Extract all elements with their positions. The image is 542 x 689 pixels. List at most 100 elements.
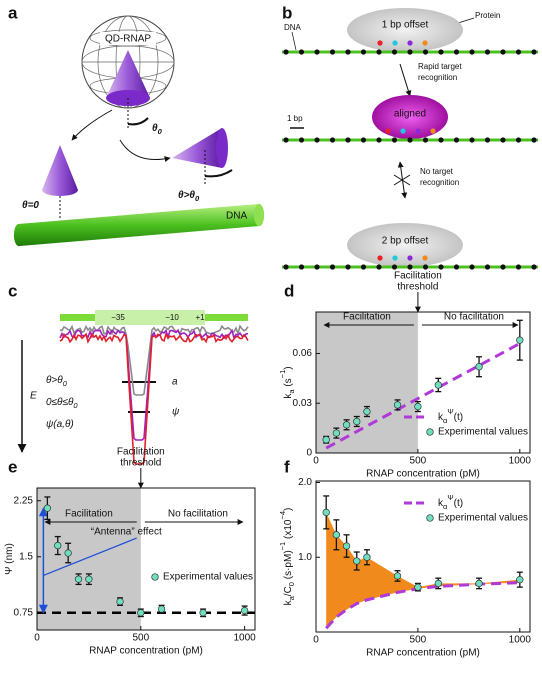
data-point xyxy=(54,541,62,550)
x-axis-label: RNAP concentration (pM) xyxy=(89,646,203,657)
text-part: 0 xyxy=(158,127,163,136)
text-part: Ψ xyxy=(447,493,453,502)
protein-label: Protein xyxy=(475,11,500,20)
annotation: No target xyxy=(420,167,454,176)
protein-dot xyxy=(422,255,428,261)
y-tick-label: 2.0 xyxy=(298,477,312,488)
base-dot xyxy=(407,264,413,270)
base-dot xyxy=(314,137,320,143)
y-tick-label: 1.0 xyxy=(298,552,312,563)
base-dot xyxy=(484,264,491,270)
base-dot xyxy=(438,49,444,55)
chart-panel: e 0 500 1000 0.75 1.5 2.25 RNAP concentration (… xyxy=(4,447,257,657)
data-point xyxy=(240,606,249,615)
data-point xyxy=(199,609,207,617)
plot-frame xyxy=(315,480,531,633)
theta-zero: θ=0 xyxy=(22,200,39,211)
y-axis-label: ka/C0 (s·pM)−1 (x10−4) xyxy=(278,508,296,606)
y-tick-label: 2.25 xyxy=(14,495,34,506)
base-dot xyxy=(376,49,382,55)
text-part: 0 xyxy=(287,582,296,586)
data-point xyxy=(475,363,483,371)
panel-label: c xyxy=(8,281,17,300)
cross xyxy=(393,174,411,186)
promoter-box xyxy=(95,310,205,325)
data-point xyxy=(353,417,361,426)
scale-label: 1 bp xyxy=(287,114,303,123)
text-part: a xyxy=(287,389,296,394)
protein-dot xyxy=(407,40,413,46)
base-dot xyxy=(422,137,429,143)
text-part: ) xyxy=(283,508,294,511)
data-point xyxy=(434,381,442,389)
text-part: Ψ xyxy=(447,407,453,416)
data-point xyxy=(85,575,93,583)
base-dot xyxy=(391,137,398,143)
panel-label: b xyxy=(282,3,292,22)
text-part: (s xyxy=(283,378,294,389)
angle-arc xyxy=(204,169,233,178)
antenna-label: “Antenna” effect xyxy=(91,527,162,538)
text-part: (t) xyxy=(454,412,463,423)
base-dot xyxy=(422,49,429,55)
dna-end xyxy=(254,204,264,226)
data-point xyxy=(64,549,72,557)
globe-label: QD-RNAP xyxy=(105,34,151,45)
protein-dot xyxy=(385,128,391,134)
cone xyxy=(172,128,222,168)
data-point xyxy=(322,508,330,517)
panel-label: f xyxy=(284,457,290,476)
data-point xyxy=(393,401,402,409)
data-point xyxy=(74,575,83,583)
protein-dot xyxy=(392,255,398,261)
panel-label: e xyxy=(8,457,17,476)
data-point xyxy=(516,336,524,344)
data-point xyxy=(414,583,422,591)
arrow xyxy=(119,139,171,162)
base-dot xyxy=(453,137,460,143)
region-label: Facilitation xyxy=(65,509,113,520)
data-point xyxy=(116,597,124,606)
threshold-label: Facilitation xyxy=(117,447,165,458)
protein-dot xyxy=(415,128,421,134)
base-dot xyxy=(314,264,320,270)
base-dot xyxy=(469,264,475,270)
dna-label: DNA xyxy=(226,211,247,222)
text-part: 0 xyxy=(195,194,200,203)
aligned-label: aligned xyxy=(394,109,426,120)
protein-dot xyxy=(377,40,383,46)
data-point xyxy=(475,579,483,588)
text-part: k xyxy=(283,393,294,399)
protein-dot xyxy=(392,40,398,46)
legend-label: kαΨ(t) xyxy=(438,407,463,425)
energy-trace xyxy=(59,328,249,441)
annotation: Rapid target xyxy=(418,62,462,71)
panel-b: b DNA Protein 1 bp offset Rapid target r… xyxy=(282,3,538,270)
x-tick-label: 500 xyxy=(410,635,427,646)
base-dot xyxy=(531,49,537,55)
data-point xyxy=(157,605,166,613)
x-axis-label: RNAP concentration (pM) xyxy=(366,648,480,659)
arrow xyxy=(71,109,113,141)
region-label: No facilitation xyxy=(168,509,228,520)
legend-label: Experimental values xyxy=(163,572,253,583)
text-part: 0 xyxy=(63,379,68,388)
base-dot xyxy=(283,137,289,143)
base-dot xyxy=(391,264,398,270)
base-dot xyxy=(469,49,475,55)
panel-label: d xyxy=(284,281,294,300)
theta-gt: θ>θ0 xyxy=(178,190,200,204)
base-dot xyxy=(283,264,289,270)
base-dot xyxy=(500,49,506,55)
protein-dot xyxy=(407,255,413,261)
data-point xyxy=(332,531,341,539)
base-dot xyxy=(314,49,320,55)
text-part: (x10 xyxy=(283,519,294,542)
legend-marker xyxy=(426,428,434,436)
offset-label: 1 bp offset xyxy=(382,20,429,31)
promoter-label: −10 xyxy=(165,313,179,322)
text-part: ψ(a,θ) xyxy=(46,419,74,430)
text-part: ) xyxy=(283,366,294,369)
